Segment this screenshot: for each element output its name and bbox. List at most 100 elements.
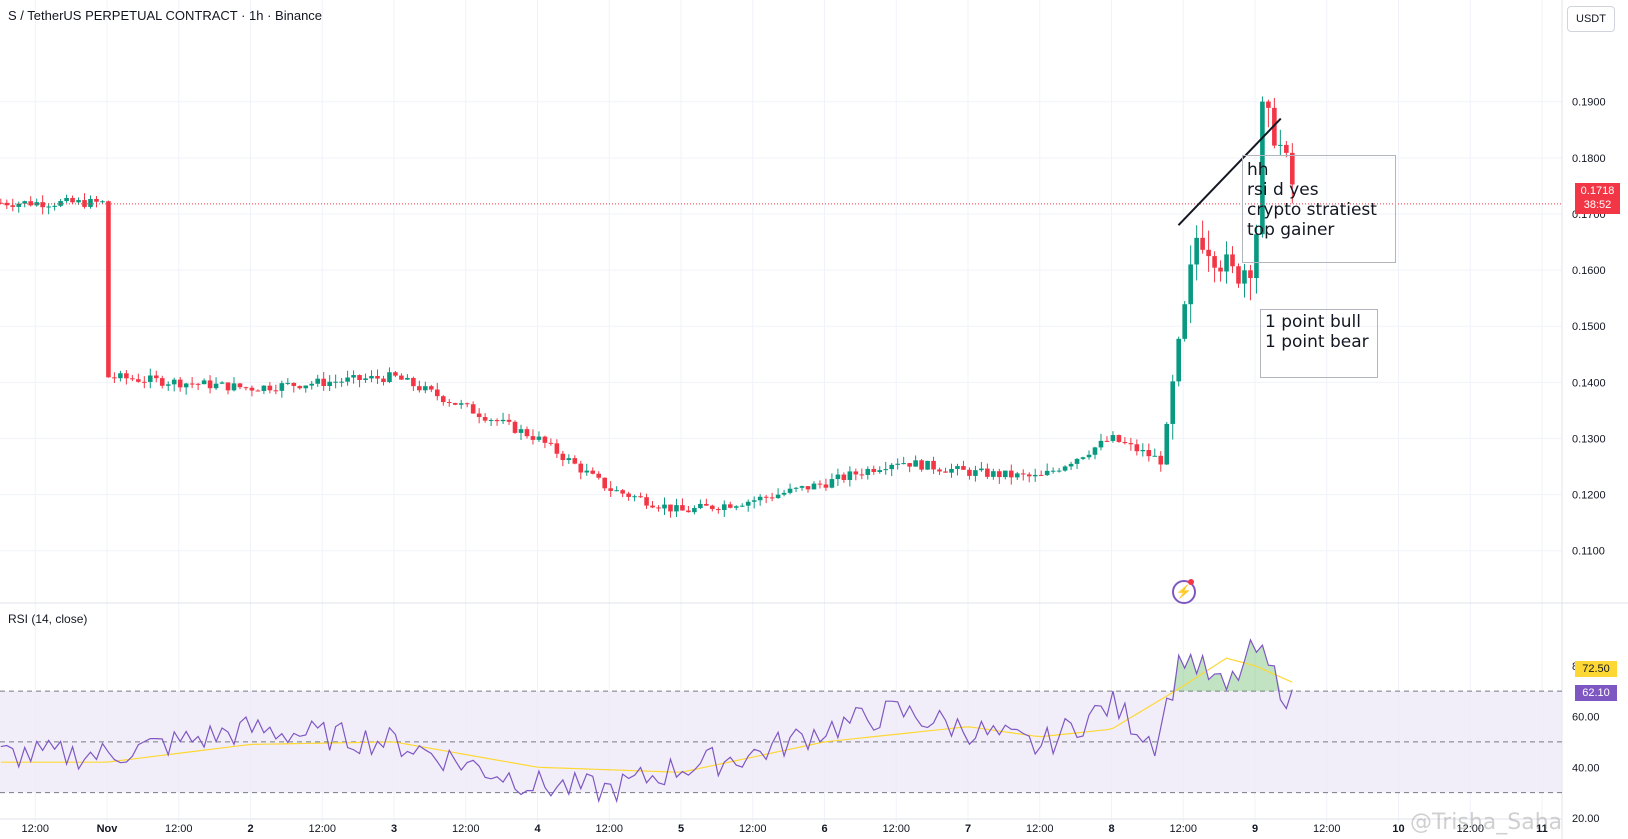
candle-body: [955, 466, 960, 469]
rsi-line: [0, 638, 1293, 804]
candle-body: [763, 496, 769, 498]
candle-body: [889, 464, 895, 470]
time-tick-label: 12:00: [1169, 823, 1197, 835]
candle-body: [100, 201, 105, 203]
candle-body: [165, 384, 171, 386]
candle-body: [22, 201, 28, 204]
candle-body: [1026, 474, 1032, 477]
candle-body: [1260, 101, 1265, 235]
currency-unit-button[interactable]: USDT: [1567, 6, 1615, 32]
candle-body: [213, 383, 219, 389]
candle-body: [1212, 256, 1217, 268]
candle-body: [369, 376, 374, 379]
rsi-tick-label: 40.00: [1572, 762, 1600, 774]
candle-body: [470, 404, 476, 414]
candle-body: [423, 386, 428, 391]
price-tick-label: 0.1200: [1572, 490, 1606, 502]
candle-body: [1128, 443, 1134, 445]
candle-body: [811, 483, 817, 490]
note-box-points[interactable]: 1 point bull 1 point bear: [1260, 309, 1378, 378]
candle-body: [1080, 457, 1086, 459]
candle-body: [895, 463, 900, 465]
rsi-indicator-label[interactable]: RSI (14, close): [8, 612, 88, 626]
candle-body: [458, 403, 464, 405]
candle-body: [171, 379, 177, 385]
candle-body: [219, 382, 225, 384]
candle-body: [1266, 101, 1271, 108]
time-tick-label: 12:00: [1456, 823, 1484, 835]
candle-body: [530, 436, 536, 440]
rsi-value-tag: 62.10: [1575, 685, 1617, 701]
candle-body: [626, 493, 631, 497]
candle-body: [76, 200, 81, 203]
candle-body: [46, 206, 51, 208]
candle-body: [1110, 435, 1116, 441]
candle-body: [261, 385, 267, 391]
candle-body: [847, 471, 853, 480]
candle-body: [279, 383, 285, 391]
candle-body: [1224, 254, 1229, 272]
candle-body: [201, 380, 207, 385]
rsi-tick-label: 20.00: [1572, 813, 1600, 825]
candle-body: [345, 377, 350, 382]
candle-body: [662, 504, 667, 509]
candle-body: [118, 373, 123, 379]
note-box-hh[interactable]: hh rsi d yes crypto stratiest top gainer: [1242, 155, 1396, 263]
candle-body: [901, 463, 906, 465]
candle-body: [614, 490, 619, 492]
candle-body: [405, 377, 410, 380]
candle-body: [399, 375, 404, 380]
time-tick-label: 12:00: [1313, 823, 1341, 835]
candle-body: [829, 479, 835, 488]
candle-body: [297, 385, 303, 389]
rsi-ma-tag: 72.50: [1575, 661, 1617, 677]
candle-body: [937, 469, 942, 472]
candle-body: [949, 468, 954, 473]
candle-body: [727, 504, 733, 508]
candle-body: [130, 378, 135, 380]
trend-line-drawing: [1177, 117, 1282, 226]
candle-body: [488, 420, 494, 422]
price-tick-label: 0.1100: [1572, 546, 1605, 558]
candle-body: [494, 420, 500, 422]
candle-body: [94, 198, 99, 202]
candle-body: [1116, 435, 1122, 442]
candle-body: [680, 505, 685, 511]
price-tick-label: 0.1500: [1572, 321, 1606, 333]
lightning-icon[interactable]: ⚡: [1172, 580, 1196, 604]
candle-body: [793, 487, 799, 489]
candle-body: [668, 504, 673, 512]
candle-body: [883, 469, 889, 471]
candle-body: [704, 503, 709, 506]
candle-body: [1020, 473, 1026, 475]
candle-body: [159, 378, 165, 386]
candle-body: [1254, 234, 1259, 279]
candle-body: [1068, 463, 1074, 467]
price-tick-label: 0.1300: [1572, 433, 1606, 445]
time-tick-label: 5: [678, 823, 684, 835]
candle-body: [865, 468, 871, 475]
candle-body: [452, 402, 458, 405]
candle-body: [739, 505, 745, 507]
candle-body: [291, 382, 297, 386]
candle-body: [835, 474, 841, 480]
candle-body: [476, 413, 482, 418]
time-tick-label: 9: [1252, 823, 1258, 835]
candle-body: [1074, 458, 1080, 464]
candle-body: [1248, 270, 1253, 279]
time-tick-label: 12:00: [882, 823, 910, 835]
candle-body: [518, 429, 524, 433]
note-line: top gainer: [1247, 220, 1335, 240]
candle-body: [991, 471, 996, 477]
candle-body: [237, 383, 243, 388]
notification-dot-icon: [1188, 579, 1194, 585]
candle-body: [1152, 455, 1158, 457]
candle-body: [16, 203, 22, 207]
candle-body: [309, 383, 315, 386]
candle-body: [153, 375, 159, 379]
candle-body: [781, 492, 787, 495]
note-line: 1 point bear: [1265, 332, 1369, 352]
note-line: 1 point bull: [1265, 312, 1361, 332]
candle-body: [1218, 267, 1223, 272]
